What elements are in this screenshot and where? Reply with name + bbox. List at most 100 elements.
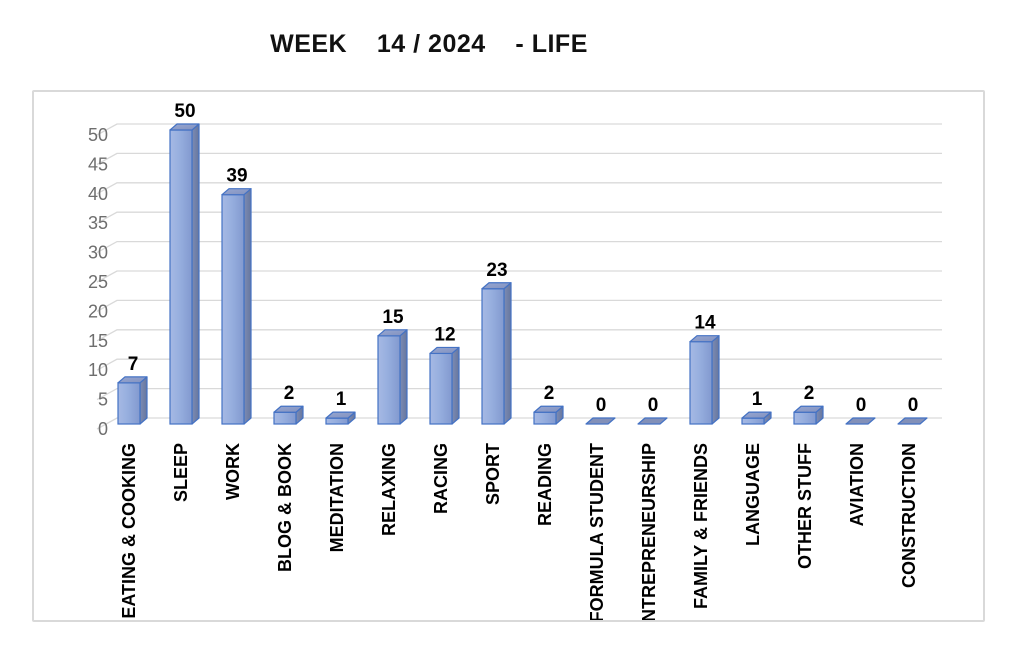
bar-zero-face [585,417,616,425]
bar-front-face [169,129,193,425]
y-axis-tick-label: 0 [98,419,108,439]
bar-aviation[interactable] [845,417,876,425]
gridline [96,329,942,342]
data-label-blog-book: 2 [284,383,295,404]
bar-front-face [429,352,453,425]
bar-racing[interactable] [429,346,460,425]
y-axis-tick-label: 40 [88,184,108,204]
bar-language[interactable] [741,411,772,425]
y-axis-tick-label: 15 [88,331,108,351]
x-axis-label-entrepreneurship: ENTREPRENEURSHIP [639,443,659,620]
x-axis-label-work: WORK [223,443,243,500]
data-label-construction: 0 [908,395,919,416]
bar-construction[interactable] [897,417,928,425]
bar-top-face [377,329,408,337]
bar-blog-book[interactable] [273,405,304,425]
bar-meditation[interactable] [325,411,356,425]
gridline [96,387,942,401]
bar-eating-cooking[interactable] [117,376,148,425]
y-axis-tick-label: 50 [88,125,108,145]
data-label-formula-student: 0 [596,395,607,416]
bar-top-face [741,411,772,419]
data-label-eating-cooking: 7 [128,354,139,375]
bars-layer [117,123,928,425]
data-label-aviation: 0 [856,395,867,416]
labels-layer: 7 EATING & COOKING 50 SLEEP 39 WORK 2 BLOG & BO… [119,101,919,620]
data-label-racing: 12 [434,324,455,345]
bar-other-stuff[interactable] [793,405,824,425]
bar-top-face [533,405,564,413]
gridline [96,299,942,312]
y-axis-tick-label: 45 [88,154,108,174]
x-axis-label-other-stuff: OTHER STUFF [795,443,815,569]
y-axis-tick-label: 5 [98,390,108,410]
bar-side-face [711,335,720,425]
bar-top-face [793,405,824,413]
x-axis-label-formula-student: FORMULA STUDENT [587,443,607,620]
y-axis-tick-label: 10 [88,360,108,380]
bar-work[interactable] [221,188,252,425]
bar-side-face [191,123,200,425]
bar-family-friends[interactable] [689,335,720,425]
x-axis-label-meditation: MEDITATION [327,443,347,552]
y-axis-tick-label: 20 [88,301,108,321]
data-label-sport: 23 [486,260,507,281]
x-axis-label-reading: READING [535,443,555,526]
gridline [96,240,942,254]
bar-front-face [793,411,817,425]
x-axis-label-eating-cooking: EATING & COOKING [119,443,139,619]
data-label-entrepreneurship: 0 [648,395,659,416]
bar-formula-student[interactable] [585,417,616,425]
bar-top-face [117,376,148,384]
bar-front-face [377,335,401,425]
bar-relaxing[interactable] [377,329,408,425]
bar-sleep[interactable] [169,123,200,425]
bar-front-face [741,417,765,425]
chart-area[interactable]: 0 5 10 15 20 25 30 35 40 45 50 7 EATING & COOKING 50… [32,90,985,622]
x-axis-label-relaxing: RELAXING [379,443,399,536]
data-label-meditation: 1 [336,389,347,410]
y-axis-tick-label: 25 [88,272,108,292]
bar-side-face [451,346,460,425]
data-label-family-friends: 14 [694,313,716,334]
x-axis-label-sport: SPORT [483,443,503,505]
bar-top-face [221,188,252,196]
data-label-relaxing: 15 [382,307,404,328]
bar-front-face [533,411,557,425]
gridline [96,270,942,283]
gridline [96,123,942,136]
bar-top-face [429,346,460,355]
x-axis-label-sleep: SLEEP [171,443,191,502]
data-label-sleep: 50 [174,101,195,122]
bar-entrepreneurship[interactable] [637,417,668,425]
data-label-work: 39 [226,166,247,187]
bar-top-face [169,123,200,131]
bar-zero-face [897,417,928,425]
data-label-other-stuff: 2 [804,383,815,404]
data-label-language: 1 [752,389,763,410]
y-axis-tick-label: 35 [88,213,108,233]
bar-front-face [325,417,349,425]
bar-zero-face [845,417,876,425]
data-label-reading: 2 [544,383,555,404]
x-axis-label-language: LANGUAGE [743,443,763,546]
bar-side-face [503,282,512,425]
gridline [96,211,942,224]
bar-top-face [273,405,304,413]
bar-front-face [273,411,297,425]
bar-front-face [481,288,505,425]
x-axis-label-racing: RACING [431,443,451,514]
bar-reading[interactable] [533,405,564,425]
gridline [96,182,942,195]
bar-sport[interactable] [481,282,512,425]
x-axis-label-aviation: AVIATION [847,443,867,526]
bar-front-face [221,194,245,425]
bar-front-face [689,341,713,425]
gridline [96,152,942,165]
bar-top-face [325,411,356,419]
bar-zero-face [637,417,668,425]
x-axis-label-family-friends: FAMILY & FRIENDS [691,443,711,609]
bar-top-face [689,335,720,343]
